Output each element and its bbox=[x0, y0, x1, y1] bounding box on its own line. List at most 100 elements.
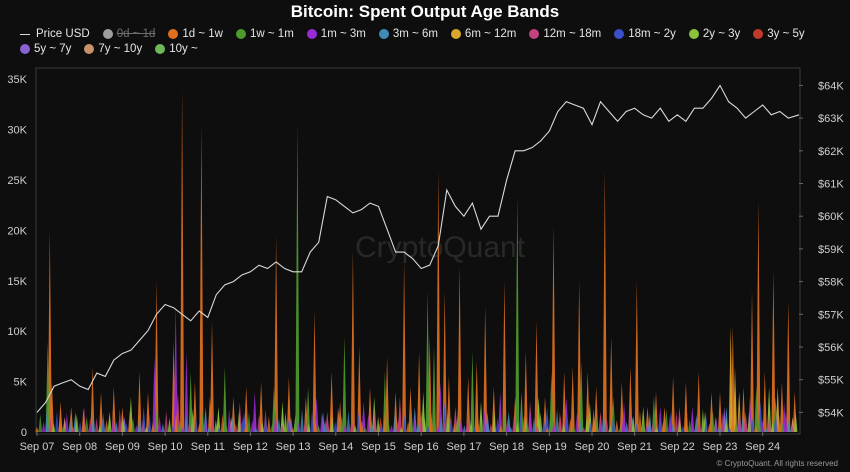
bar-mark bbox=[267, 416, 271, 432]
bar-mark bbox=[462, 425, 467, 432]
bar-mark bbox=[585, 371, 590, 432]
bar-mark bbox=[94, 417, 99, 432]
bar-mark bbox=[293, 414, 298, 432]
bar-mark bbox=[152, 356, 157, 432]
bar-mark bbox=[45, 408, 49, 432]
bar-mark bbox=[181, 427, 185, 432]
bar-mark bbox=[35, 427, 39, 432]
y-left-tick-label: 20K bbox=[7, 225, 27, 237]
bar-mark bbox=[399, 427, 404, 432]
legend-item-3[interactable]: 1w ~ 1m bbox=[236, 28, 294, 40]
dot-swatch-icon bbox=[753, 29, 764, 39]
bar-mark bbox=[114, 421, 119, 432]
bar-mark bbox=[552, 421, 556, 432]
bar-mark bbox=[184, 351, 189, 432]
bar-mark bbox=[515, 195, 520, 432]
x-tick-label: Sep 19 bbox=[532, 441, 567, 453]
bar-mark bbox=[618, 427, 622, 432]
bar-mark bbox=[303, 416, 308, 432]
dot-swatch-icon bbox=[450, 29, 461, 39]
bar-mark bbox=[58, 417, 62, 432]
bar-mark bbox=[470, 351, 475, 432]
bar-mark bbox=[326, 427, 331, 432]
bar-mark bbox=[671, 376, 676, 432]
bar-mark bbox=[379, 423, 384, 432]
legend-item-5[interactable]: 3m ~ 6m bbox=[378, 28, 438, 40]
bar-mark bbox=[108, 427, 112, 432]
bar-mark bbox=[199, 124, 204, 432]
bar-mark bbox=[777, 416, 781, 432]
bar-mark bbox=[502, 280, 507, 432]
x-tick-label: Sep 16 bbox=[404, 441, 439, 453]
bar-mark bbox=[41, 421, 46, 432]
y-left-tick-label: 30K bbox=[7, 125, 27, 137]
bar-mark bbox=[283, 412, 288, 432]
bar-mark bbox=[361, 401, 366, 432]
bar-mark bbox=[555, 408, 559, 432]
bar-mark bbox=[654, 427, 659, 432]
bar-mark bbox=[161, 423, 165, 432]
legend-item-2[interactable]: 1d ~ 1w bbox=[168, 28, 223, 40]
legend-item-6[interactable]: 6m ~ 12m bbox=[450, 28, 516, 40]
legend-item-7[interactable]: 12m ~ 18m bbox=[529, 28, 601, 40]
bar-mark bbox=[658, 414, 662, 432]
bar-mark bbox=[532, 417, 536, 432]
bar-mark bbox=[128, 410, 132, 432]
bar-mark bbox=[406, 421, 410, 432]
bar-mark bbox=[779, 381, 784, 432]
legend-item-4[interactable]: 1m ~ 3m bbox=[306, 28, 366, 40]
bar-mark bbox=[684, 412, 689, 432]
bar-mark bbox=[459, 417, 463, 432]
bar-mark bbox=[456, 410, 460, 432]
bar-mark bbox=[131, 417, 135, 432]
bar-mark bbox=[200, 410, 205, 432]
bar-mark bbox=[180, 89, 185, 432]
bar-mark bbox=[495, 417, 500, 432]
bar-mark bbox=[492, 410, 496, 432]
x-tick-label: Sep 17 bbox=[446, 441, 481, 453]
bar-mark bbox=[515, 421, 520, 432]
bar-mark bbox=[154, 408, 159, 432]
bar-mark bbox=[442, 290, 447, 432]
bar-mark bbox=[220, 414, 225, 432]
bar-mark bbox=[696, 371, 701, 432]
legend-item-13[interactable]: 10y ~ bbox=[155, 43, 198, 55]
legend-item-8[interactable]: 18m ~ 2y bbox=[614, 28, 676, 40]
bar-mark bbox=[296, 421, 301, 432]
x-tick-label: Sep 21 bbox=[617, 441, 652, 453]
bar-mark bbox=[482, 408, 487, 432]
x-tick-label: Sep 18 bbox=[489, 441, 524, 453]
bar-mark bbox=[310, 410, 314, 432]
legend-item-1[interactable]: 0d ~ 1d bbox=[102, 28, 155, 40]
bar-mark bbox=[171, 425, 175, 432]
dot-swatch-icon bbox=[306, 29, 317, 39]
bar-mark bbox=[61, 425, 66, 432]
bar-mark bbox=[446, 408, 450, 432]
bar-mark bbox=[137, 371, 142, 432]
bar-mark bbox=[45, 341, 50, 432]
bar-mark bbox=[188, 371, 193, 432]
y-left-tick-label: 10K bbox=[7, 326, 27, 338]
dot-swatch-icon bbox=[688, 29, 699, 39]
legend-item-0[interactable]: Price USD bbox=[20, 28, 90, 40]
bar-mark bbox=[631, 416, 636, 432]
bar-mark bbox=[740, 416, 745, 432]
bar-mark bbox=[104, 419, 109, 432]
legend-item-12[interactable]: 7y ~ 10y bbox=[84, 43, 142, 55]
bar-mark bbox=[81, 408, 86, 432]
x-tick-label: Sep 20 bbox=[575, 441, 610, 453]
bar-mark bbox=[624, 421, 629, 432]
legend-item-11[interactable]: 5y ~ 7y bbox=[20, 43, 71, 55]
y-left-tick-label: 0 bbox=[21, 427, 27, 439]
bar-mark bbox=[101, 412, 106, 432]
bar-mark bbox=[164, 410, 168, 432]
bar-mark bbox=[780, 423, 785, 432]
legend-item-10[interactable]: 3y ~ 5y bbox=[753, 28, 805, 40]
bar-mark bbox=[190, 408, 195, 432]
bar-mark bbox=[528, 410, 533, 432]
plot-frame bbox=[35, 67, 801, 435]
legend-item-9[interactable]: 2y ~ 3y bbox=[688, 28, 740, 40]
dot-swatch-icon bbox=[168, 29, 179, 39]
legend-label: 3y ~ 5y bbox=[767, 28, 805, 40]
bar-mark bbox=[538, 412, 543, 432]
